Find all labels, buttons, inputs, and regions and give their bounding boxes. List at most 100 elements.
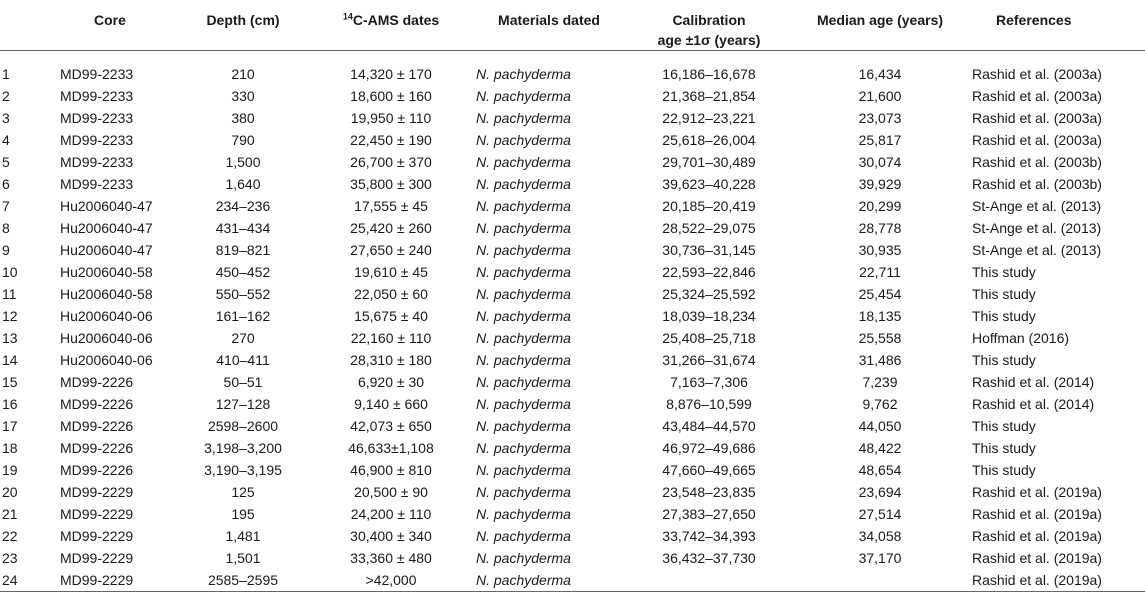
cell-calibration-age: 25,618–26,004 — [662, 132, 756, 148]
cell-median-age: 20,299 — [858, 198, 902, 214]
table-row: 16 MD99-2226 127–128 9,140 ± 660 N. pachyder… — [0, 393, 1145, 415]
cell-row-number: 4 — [2, 132, 10, 148]
cell-row-number: 16 — [2, 396, 18, 412]
cell-material: N. pachyderma — [474, 569, 624, 592]
table-row: 15 MD99-2226 50–51 6,920 ± 30 N. pachyderma 7… — [0, 371, 1145, 393]
cell-row-number: 17 — [2, 418, 18, 434]
cell-median-age: 16,434 — [858, 66, 902, 82]
cell-row-number: 9 — [2, 242, 10, 258]
cell-c14-date: 9,140 ± 660 — [354, 396, 428, 412]
cell-reference: This study — [972, 308, 1036, 324]
table-row: 20 MD99-2229 125 20,500 ± 90 N. pachyderma 23… — [0, 481, 1145, 503]
cell-row-number: 21 — [2, 506, 18, 522]
cell-reference: St-Ange et al. (2013) — [972, 220, 1102, 236]
cell-reference: Rashid et al. (2014) — [972, 374, 1095, 390]
cell-c14-date: 30,400 ± 340 — [350, 528, 432, 544]
cell-material: N. pachyderma — [476, 110, 571, 126]
cell-depth: 270 — [231, 330, 255, 346]
cell-calibration-age: 23,548–23,835 — [662, 484, 756, 500]
table-row: 21 MD99-2229 195 24,200 ± 110 N. pachyderma 2… — [0, 503, 1145, 525]
cell-calibration-age: 25,408–25,718 — [662, 330, 756, 346]
table-row: 9 Hu2006040-47 819–821 27,650 ± 240 N. pachy… — [0, 239, 1145, 261]
cell-row-number: 1 — [2, 66, 10, 82]
cell-row-number: 11 — [2, 286, 17, 302]
cell-c14-date: 19,950 ± 110 — [350, 110, 432, 126]
cell-depth: 410–411 — [216, 352, 270, 368]
cell-reference: St-Ange et al. (2013) — [972, 242, 1102, 258]
cell-material: N. pachyderma — [476, 462, 571, 478]
cell-core: Hu2006040-47 — [60, 220, 153, 236]
cell-c14-date: 42,073 ± 650 — [350, 418, 432, 434]
cell-calibration-age: 18,039–18,234 — [662, 308, 756, 324]
cell-c14-date: 19,610 ± 45 — [354, 264, 428, 280]
table-row: 11 Hu2006040-58 550–552 22,050 ± 60 N. pachy… — [0, 283, 1145, 305]
cell-depth: 450–452 — [215, 264, 271, 280]
table-row: 24 MD99-2229 2585–2595 >42,000 N. pachyderma… — [0, 569, 1145, 592]
cell-row-number: 8 — [2, 220, 10, 236]
cell-core: MD99-2226 — [60, 374, 134, 390]
cell-calibration-age: 29,701–30,489 — [662, 154, 756, 170]
cell-depth: 380 — [231, 110, 255, 126]
cell-depth: 125 — [231, 484, 255, 500]
cell-median-age: 28,778 — [858, 220, 902, 236]
cell-calibration-age: 33,742–34,393 — [662, 528, 756, 544]
cell-median-age: 39,929 — [858, 176, 902, 192]
cell-c14-date: 26,700 ± 370 — [350, 154, 432, 170]
cell-material: N. pachyderma — [476, 528, 571, 544]
cell-c14-date: 33,360 ± 480 — [350, 550, 432, 566]
cell-calibration-age: 20,185–20,419 — [662, 198, 756, 214]
cell-calibration-age: 22,912–23,221 — [662, 110, 756, 126]
cell-core: MD99-2229 — [60, 484, 134, 500]
cell-reference: Rashid et al. (2003b) — [972, 176, 1102, 192]
cell-row-number: 12 — [2, 308, 18, 324]
cell-core: Hu2006040-47 — [60, 242, 153, 258]
cell-depth: 161–162 — [215, 308, 271, 324]
cell-calibration-age: 27,383–27,650 — [662, 506, 756, 522]
cell-c14-date: 22,450 ± 190 — [350, 132, 432, 148]
cell-median-age: 48,422 — [858, 440, 902, 456]
cell-row-number: 3 — [2, 110, 10, 126]
cell-calibration-age: 36,432–37,730 — [662, 550, 756, 566]
cell-material: N. pachyderma — [476, 308, 571, 324]
cell-median-age: 25,817 — [858, 132, 902, 148]
cell-c14-date: 35,800 ± 300 — [350, 176, 432, 192]
cell-c14-date: 6,920 ± 30 — [357, 374, 425, 390]
cell-material: N. pachyderma — [476, 418, 571, 434]
cell-depth: 1,500 — [225, 154, 261, 170]
cell-median-age: 37,170 — [858, 550, 902, 566]
cell-row-number: 19 — [2, 462, 18, 478]
cell-depth: 50–51 — [223, 374, 263, 390]
cell-depth: 234–236 — [215, 198, 271, 214]
table-body: 1 MD99-2233 210 14,320 ± 170 N. pachyderma 16… — [0, 51, 1145, 592]
header-c14-superscript: 14 — [342, 11, 353, 22]
cell-row-number: 2 — [2, 88, 10, 104]
table-row: 22 MD99-2229 1,481 30,400 ± 340 N. pachyderm… — [0, 525, 1145, 547]
table-row: 2 MD99-2233 330 18,600 ± 160 N. pachyderma 21… — [0, 85, 1145, 107]
cell-reference: Rashid et al. (2003a) — [972, 66, 1102, 82]
table-row: 12 Hu2006040-06 161–162 15,675 ± 40 N. pachy… — [0, 305, 1145, 327]
table-row: 17 MD99-2226 2598–2600 42,073 ± 650 N. pachy… — [0, 415, 1145, 437]
cell-median-age: 30,935 — [858, 242, 902, 258]
cell-depth: 819–821 — [215, 242, 271, 258]
cell-core: MD99-2233 — [60, 88, 134, 104]
cell-material: N. pachyderma — [476, 396, 571, 412]
cell-c14-date: 46,633±1,108 — [348, 440, 434, 456]
cell-material: N. pachyderma — [476, 88, 571, 104]
cell-calibration-age: 43,484–44,570 — [662, 418, 756, 434]
header-depth: Depth (cm) — [178, 0, 308, 51]
cell-calibration-age: 7,163–7,306 — [670, 374, 748, 390]
cell-reference: This study — [972, 418, 1036, 434]
table-row: 1 MD99-2233 210 14,320 ± 170 N. pachyderma 16… — [0, 51, 1145, 86]
cell-material: N. pachyderma — [476, 264, 571, 280]
cell-median-age: 27,514 — [858, 506, 902, 522]
cell-core: MD99-2226 — [60, 396, 134, 412]
cell-calibration-age: 16,186–16,678 — [662, 66, 756, 82]
cell-depth: 195 — [231, 506, 255, 522]
cell-c14-date: 15,675 ± 40 — [354, 308, 428, 324]
cell-calibration-age: 39,623–40,228 — [662, 176, 756, 192]
cell-material: N. pachyderma — [476, 506, 571, 522]
cell-median-age: 25,558 — [858, 330, 902, 346]
cell-median-age: 22,711 — [859, 264, 901, 280]
cell-core: Hu2006040-58 — [60, 264, 153, 280]
cell-c14-date: 18,600 ± 160 — [350, 88, 432, 104]
